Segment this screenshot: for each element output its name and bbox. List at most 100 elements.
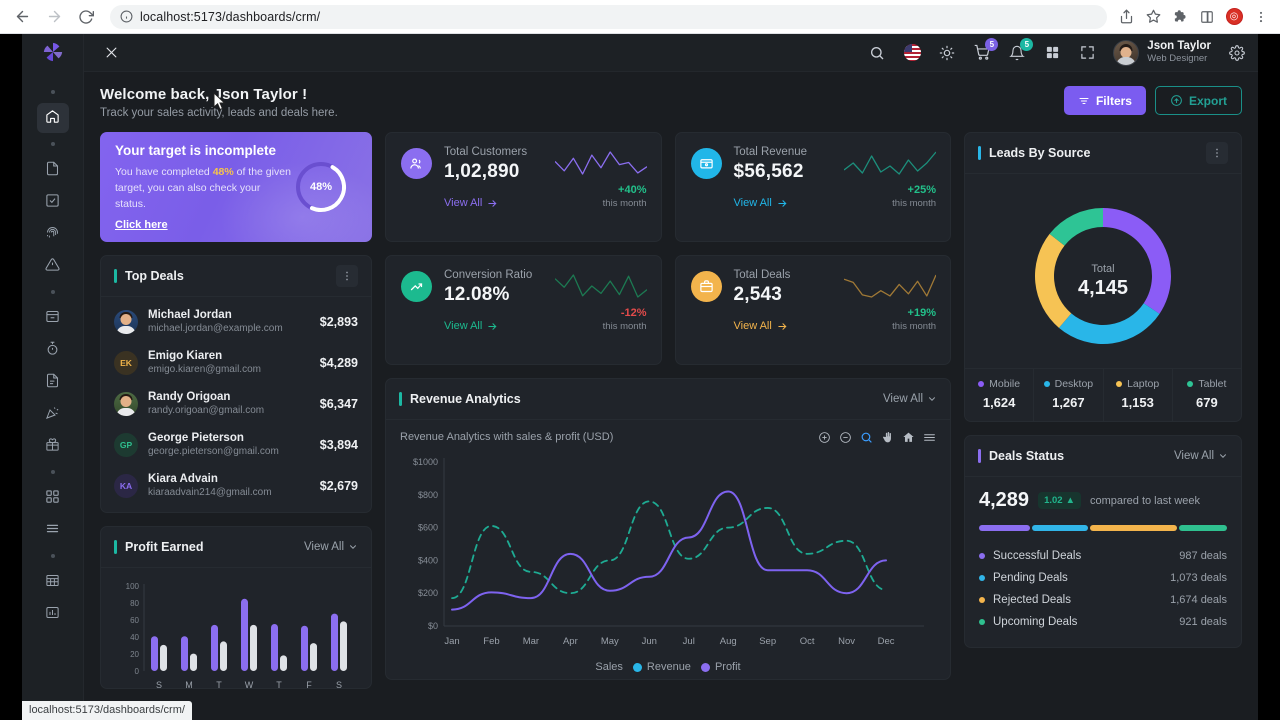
top-deals-title: Top Deals <box>125 269 184 283</box>
fullscreen-icon[interactable] <box>1078 44 1096 62</box>
crm-dashboard-app: 5 5 <box>22 34 1258 720</box>
legend-cell-desktop[interactable]: Desktop 1,267 <box>1034 369 1104 421</box>
bell-badge: 5 <box>1020 37 1034 51</box>
target-click-here-link[interactable]: Click here <box>115 219 168 232</box>
profile-avatar[interactable]: ◎ <box>1225 8 1243 26</box>
selection-zoom-icon[interactable] <box>859 430 873 444</box>
list-item[interactable]: Randy Origoan randy.origoan@gmail.com $6… <box>101 383 371 424</box>
deals-status-row[interactable]: Pending Deals 1,073 deals <box>979 567 1227 589</box>
address-bar[interactable]: localhost:5173/dashboards/crm/ <box>110 4 1107 29</box>
filter-icon <box>1078 95 1090 107</box>
profit-earned-header: Profit Earned View All <box>101 527 371 568</box>
svg-text:100: 100 <box>126 582 140 591</box>
info-circle-icon <box>120 10 133 23</box>
sun-icon[interactable] <box>938 44 956 62</box>
grid-apps-icon[interactable] <box>1043 44 1061 62</box>
deals-status-view-all[interactable]: View All <box>1174 450 1228 462</box>
stat-view-all[interactable]: View All <box>444 197 646 209</box>
browser-menu-icon[interactable] <box>1252 8 1270 26</box>
legend-label: Profit <box>714 661 741 673</box>
legend-cell-tablet[interactable]: Tablet 679 <box>1173 369 1241 421</box>
stat-card-total-deals[interactable]: Total Deals 2,543 View All +19% <box>674 255 951 365</box>
pan-hand-icon[interactable] <box>880 430 894 444</box>
stat-view-all[interactable]: View All <box>734 197 936 209</box>
revenue-view-all[interactable]: View All <box>883 393 937 405</box>
app-logo[interactable] <box>22 34 83 72</box>
bookmark-star-icon[interactable] <box>1144 8 1162 26</box>
stat-view-all[interactable]: View All <box>734 320 936 332</box>
legend-cell-laptop[interactable]: Laptop 1,153 <box>1104 369 1173 421</box>
deals-status-row[interactable]: Upcoming Deals 921 deals <box>979 611 1227 633</box>
menu-icon[interactable] <box>922 430 936 444</box>
list-item[interactable]: KA Kiara Advain kiaraadvain214@gmail.com… <box>101 465 371 506</box>
legend-sales[interactable]: Sales <box>595 661 623 673</box>
shopping-cart-icon[interactable]: 5 <box>973 37 999 62</box>
svg-text:Jul: Jul <box>683 636 695 647</box>
search-icon[interactable] <box>868 44 886 62</box>
sidebar-item-archive[interactable] <box>37 303 69 333</box>
list-item[interactable]: Michael Jordan michael.jordan@example.co… <box>101 301 371 342</box>
legend-label: Desktop <box>1054 378 1094 390</box>
extensions-icon[interactable] <box>1171 8 1189 26</box>
stat-view-all[interactable]: View All <box>444 320 646 332</box>
sidebar-item-rewards[interactable] <box>37 431 69 461</box>
row-value: 1,073 deals <box>1170 572 1227 584</box>
back-arrow-icon[interactable] <box>8 3 36 31</box>
sidebar-item-file[interactable] <box>37 155 69 185</box>
user-menu[interactable]: Json Taylor Web Designer <box>1113 39 1211 66</box>
sidebar-item-fingerprint[interactable] <box>37 219 69 249</box>
stat-card-conversion-ratio[interactable]: Conversion Ratio 12.08% View All <box>385 255 662 365</box>
deal-amount: $2,893 <box>319 314 358 329</box>
deals-status-row[interactable]: Successful Deals 987 deals <box>979 545 1227 567</box>
more-vertical-icon[interactable] <box>336 265 358 287</box>
bell-icon[interactable]: 5 <box>1008 37 1034 62</box>
target-title: Your target is incomplete <box>115 142 277 158</box>
leads-by-source-card: Leads By Source Total 4,145 <box>964 132 1242 422</box>
split-view-icon[interactable] <box>1198 8 1216 26</box>
sidebar-item-charts[interactable] <box>37 599 69 629</box>
warning-triangle-icon <box>45 257 60 275</box>
svg-text:Apr: Apr <box>563 636 578 647</box>
legend-cell-mobile[interactable]: Mobile 1,624 <box>965 369 1035 421</box>
sidebar-item-timer[interactable] <box>37 335 69 365</box>
sidebar-item-events[interactable] <box>37 399 69 429</box>
profit-view-all[interactable]: View All <box>304 541 358 553</box>
filters-button[interactable]: Filters <box>1063 86 1146 115</box>
revenue-title: Revenue Analytics <box>410 392 521 406</box>
close-x-icon[interactable] <box>102 44 120 62</box>
sidebar-item-lists[interactable] <box>37 515 69 545</box>
profile-glyph: ◎ <box>1229 11 1239 22</box>
gear-icon[interactable] <box>1228 44 1246 62</box>
home-reset-icon[interactable] <box>901 430 915 444</box>
view-all-label: View All <box>1173 450 1214 462</box>
view-all-label: View All <box>733 197 772 209</box>
reload-icon[interactable] <box>72 3 100 31</box>
zoom-in-icon[interactable] <box>817 430 831 444</box>
stat-card-total-customers[interactable]: Total Customers 1,02,890 View All <box>385 132 662 242</box>
export-button[interactable]: Export <box>1154 86 1242 115</box>
archive-box-icon <box>45 309 60 327</box>
sidebar-item-home[interactable] <box>36 103 69 133</box>
table-icon <box>45 573 60 591</box>
more-vertical-icon[interactable] <box>1206 142 1228 164</box>
us-flag-icon[interactable] <box>903 44 921 62</box>
list-item[interactable]: GP George Pieterson george.pieterson@gma… <box>101 424 371 465</box>
sidebar-item-tables[interactable] <box>37 567 69 597</box>
sidebar-item-widgets[interactable] <box>37 483 69 513</box>
wallet-icon <box>690 148 722 179</box>
list-item[interactable]: EK Emigo Kiaren emigo.kiaren@gmail.com $… <box>101 342 371 383</box>
legend-revenue[interactable]: Revenue <box>632 661 691 673</box>
sidebar-item-alerts[interactable] <box>37 251 69 281</box>
share-icon[interactable] <box>1117 8 1135 26</box>
svg-text:Jan: Jan <box>444 636 459 647</box>
sidebar-item-tasks[interactable] <box>37 187 69 217</box>
browser-actions: ◎ <box>1117 8 1272 26</box>
right-column: Leads By Source Total 4,145 <box>964 132 1242 648</box>
zoom-out-icon[interactable] <box>838 430 852 444</box>
deals-status-row[interactable]: Rejected Deals 1,674 deals <box>979 589 1227 611</box>
stat-card-total-revenue[interactable]: Total Revenue $56,562 View All + <box>674 132 951 242</box>
legend-profit[interactable]: Profit <box>700 661 741 673</box>
sidebar-item-docs[interactable] <box>37 367 69 397</box>
deals-sparkline <box>843 274 937 298</box>
legend-dot <box>1116 381 1123 387</box>
